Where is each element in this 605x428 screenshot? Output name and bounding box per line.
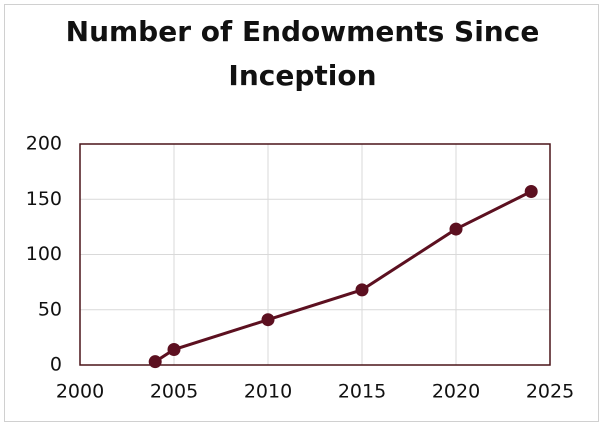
chart-title: Number of Endowments Since Inception (65, 15, 540, 92)
plot-border (79, 143, 551, 366)
x-tick-label: 2020 (432, 381, 480, 403)
x-tick-label: 2010 (244, 381, 292, 403)
x-tick-label: 2005 (150, 381, 198, 403)
x-tick-label: 2000 (56, 381, 104, 403)
y-tick-label: 0 (50, 354, 62, 376)
point (524, 185, 538, 199)
point (167, 343, 181, 357)
y-tick-label: 100 (26, 243, 62, 265)
point (148, 355, 162, 369)
y-tick-label: 200 (26, 133, 62, 155)
point (261, 313, 275, 327)
chart-frame (4, 4, 599, 422)
line (154, 190, 532, 363)
x-tick-label: 2025 (526, 381, 574, 403)
point (355, 283, 369, 297)
y-tick-label: 150 (26, 188, 62, 210)
x-tick-label: 2015 (338, 381, 386, 403)
point (449, 222, 463, 236)
y-tick-label: 50 (38, 298, 62, 320)
